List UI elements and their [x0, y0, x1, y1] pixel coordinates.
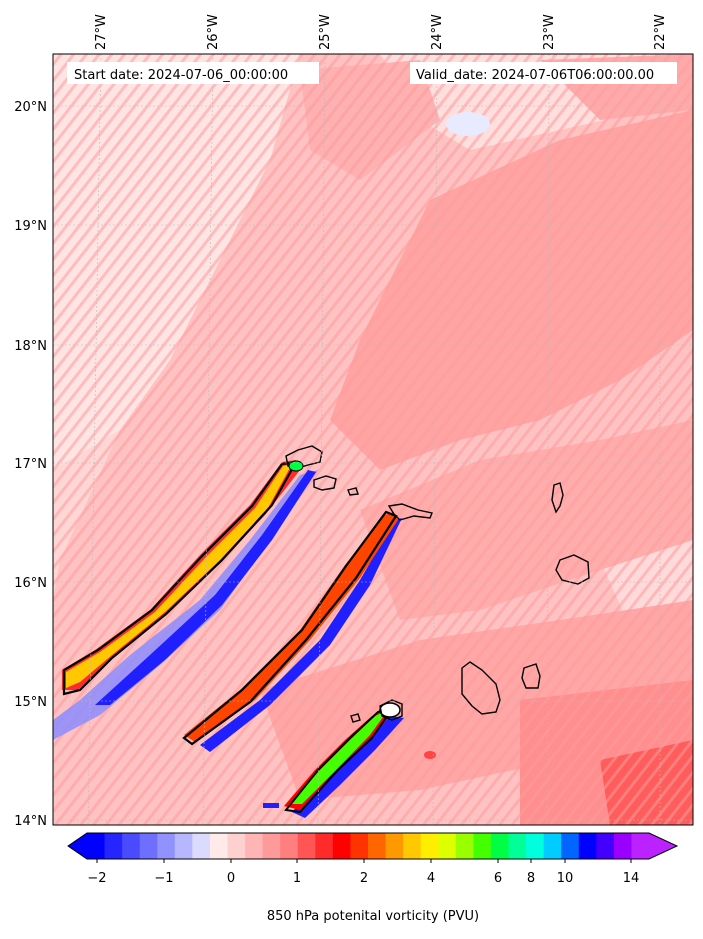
colorbar-extend-low: [68, 833, 87, 859]
longitude-labels: 27°W 26°W 25°W 24°W 23°W 22°W: [94, 14, 668, 50]
colorbar-swatch: [280, 833, 299, 859]
lat-label: 17°N: [14, 457, 47, 472]
colorbar-extend-high: [649, 833, 677, 859]
coastlines: [285, 445, 590, 723]
lat-label: 20°N: [14, 100, 47, 115]
colorbar-swatch: [350, 833, 369, 859]
pv-field: [53, 54, 693, 825]
colorbar-swatch: [192, 833, 211, 859]
colorbar-outline: [67, 832, 679, 860]
colorbar-swatch: [385, 833, 404, 859]
colorbar-tick-label: 14: [623, 871, 640, 886]
colorbar-swatch: [578, 833, 597, 859]
colorbar-tick-label: 4: [427, 871, 435, 886]
colorbar-tick-label: 1: [293, 871, 301, 886]
colorbar-swatch: [473, 833, 492, 859]
colorbar-ticks: −2 −1 0 1 2 4 6 8 10 14: [87, 859, 639, 886]
map-frame: [52, 53, 694, 826]
lat-label: 18°N: [14, 339, 47, 354]
colorbar: [67, 832, 679, 860]
colorbar-swatch: [104, 833, 123, 859]
colorbar-swatch: [631, 833, 650, 859]
island-boa-vista: [555, 554, 590, 585]
colorbar-swatch: [157, 833, 176, 859]
colorbar-swatch: [403, 833, 422, 859]
colorbar-swatch: [315, 833, 334, 859]
lon-label: 23°W: [542, 14, 557, 50]
colorbar-swatch: [526, 833, 545, 859]
colorbar-swatch: [227, 833, 246, 859]
colorbar-swatch: [245, 833, 264, 859]
lat-label: 19°N: [14, 219, 47, 234]
lon-label: 22°W: [653, 14, 668, 50]
colorbar-swatch: [420, 833, 439, 859]
colorbar-swatch: [368, 833, 387, 859]
island-santiago: [461, 661, 501, 715]
latitude-labels: 20°N 19°N 18°N 17°N 16°N 15°N 14°N: [14, 100, 47, 829]
lon-label: 24°W: [430, 14, 445, 50]
island-maio: [521, 663, 541, 689]
colorbar-swatch: [174, 833, 193, 859]
colorbar-swatch: [139, 833, 158, 859]
colorbar-label: 850 hPa potenital vorticity (PVU): [267, 909, 479, 924]
lon-label: 27°W: [94, 14, 109, 50]
valid-date-label: Valid_date: 2024-07-06T06:00:00.00: [416, 68, 654, 83]
island-fogo: [379, 699, 403, 721]
colorbar-tick-label: −2: [87, 871, 106, 886]
island-sao-nicolau: [387, 503, 433, 521]
colorbar-tick-label: 2: [360, 871, 368, 886]
colorbar-swatch: [543, 833, 562, 859]
valid-date-box: [410, 62, 677, 84]
colorbar-tick-label: −1: [154, 871, 173, 886]
start-date-box: [67, 62, 319, 84]
colorbar-swatch: [209, 833, 228, 859]
island-brava: [350, 713, 361, 723]
colorbar-tick-label: 0: [227, 871, 235, 886]
colorbar-swatch: [508, 833, 527, 859]
lon-label: 25°W: [318, 14, 333, 50]
graticule: [53, 54, 693, 825]
start-date-label: Start date: 2024-07-06_00:00:00: [74, 68, 288, 83]
colorbar-swatch: [613, 833, 632, 859]
island-sao-vicente: [313, 475, 337, 491]
colorbar-tick-label: 8: [527, 871, 535, 886]
colorbar-swatch: [438, 833, 457, 859]
colorbar-swatch: [561, 833, 580, 859]
colorbar-swatch: [297, 833, 316, 859]
lon-label: 26°W: [206, 14, 221, 50]
colorbar-swatch: [455, 833, 474, 859]
colorbar-swatch: [262, 833, 281, 859]
colorbar-swatch: [490, 833, 509, 859]
colorbar-tick-label: 10: [557, 871, 574, 886]
island-santa-luzia: [347, 487, 359, 496]
lat-label: 15°N: [14, 695, 47, 710]
colorbar-tick-label: 6: [494, 871, 502, 886]
colorbar-swatch: [122, 833, 141, 859]
colorbar-swatch: [87, 833, 106, 859]
colorbar-swatch: [596, 833, 615, 859]
colorbar-swatch: [332, 833, 351, 859]
island-sal: [551, 482, 564, 514]
lat-label: 16°N: [14, 576, 47, 591]
lat-label: 14°N: [14, 814, 47, 829]
